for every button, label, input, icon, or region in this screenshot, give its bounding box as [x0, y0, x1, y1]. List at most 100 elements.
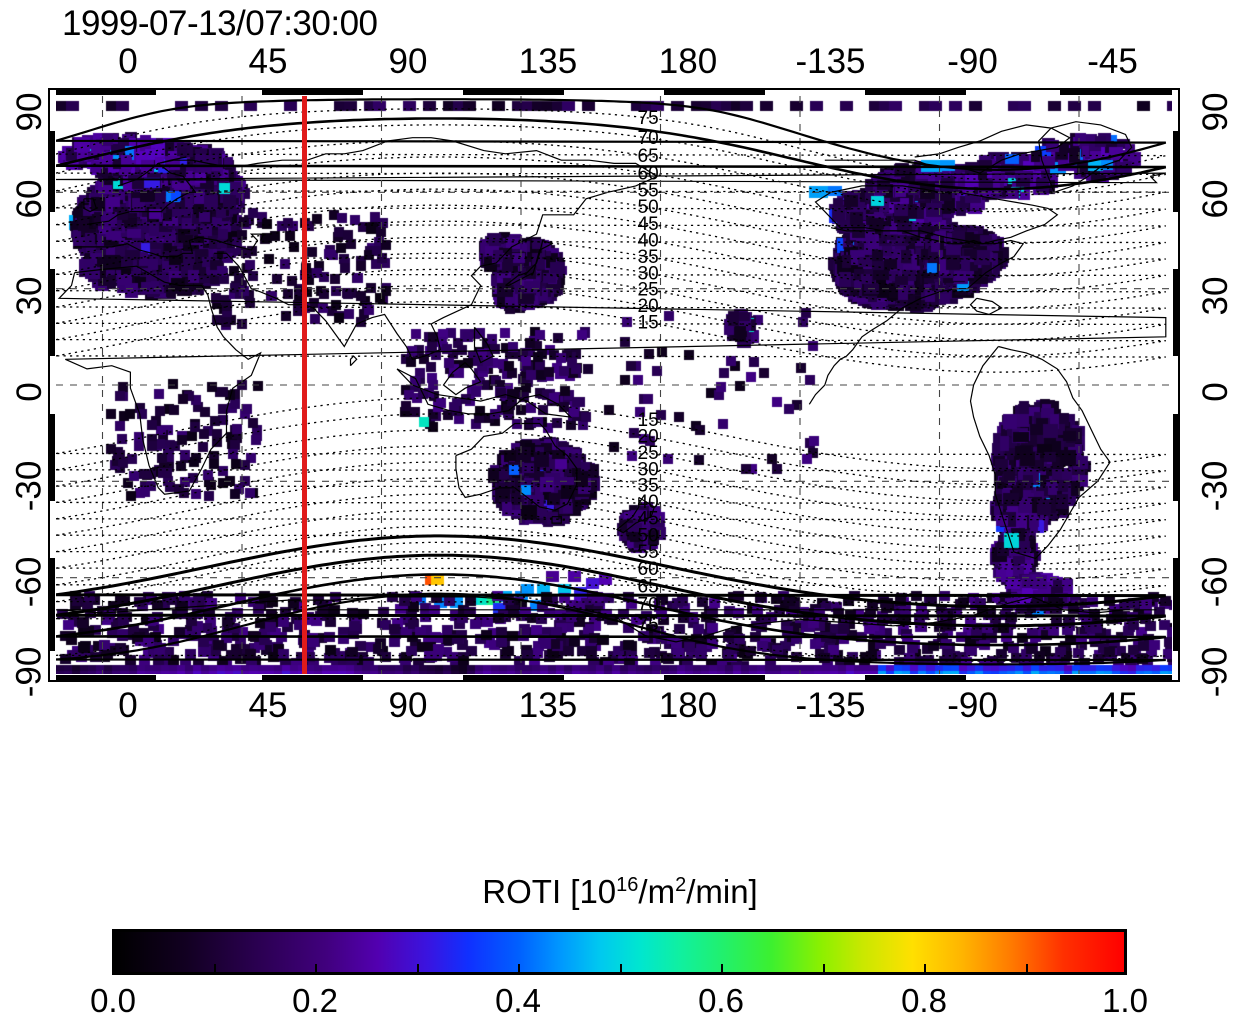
bottom-axis-tick-1: 45	[248, 686, 288, 725]
frame-top-segment	[664, 89, 765, 95]
contour-label-s-15: 15	[638, 410, 659, 431]
contour-label-n-30: 30	[638, 263, 659, 284]
frame-right-segment	[1173, 413, 1179, 501]
bottom-axis-tick-4: 180	[658, 686, 718, 725]
map-plot-area[interactable]: 75 70 65 60 55 50 45 40 35 30 25 20 15 15 20 25 30 35 40 45…	[56, 96, 1172, 674]
contour-label-s-20: 20	[638, 427, 659, 448]
frame-bottom-segment	[865, 675, 966, 681]
contour-label-s-60: 60	[638, 559, 659, 580]
right-axis-tick-60: 60	[1196, 179, 1235, 219]
contour-label-n-45: 45	[638, 214, 659, 235]
colorbar-title-exp1: 16	[616, 874, 639, 896]
frame-top-segment	[1060, 89, 1172, 95]
colorbar-title-end: /min]	[686, 873, 758, 910]
frame-top-segment	[463, 89, 564, 95]
contour-label-s-55: 55	[638, 542, 659, 563]
colorbar-label-5: 1.0	[1102, 982, 1148, 1019]
contour-label-n-65: 65	[638, 146, 659, 167]
colorbar-label-2: 0.4	[495, 982, 541, 1019]
right-axis-tick-m30: -30	[1195, 460, 1235, 512]
colorbar-tick-5	[721, 964, 723, 975]
bottom-axis-tick-7: -45	[1087, 686, 1138, 725]
top-axis-tick-6: -90	[947, 42, 998, 81]
frame-top-segment	[865, 89, 966, 95]
colorbar-tick-1	[315, 964, 317, 975]
contour-label-s-40: 40	[638, 492, 659, 513]
top-axis-tick-0: 0	[118, 42, 138, 81]
frame-right-segment	[1173, 558, 1179, 651]
contour-label-n-75: 75	[638, 108, 659, 129]
map-frame	[48, 88, 1180, 682]
contour-label-s-25: 25	[638, 443, 659, 464]
colorbar-title-mid: /m	[638, 873, 676, 910]
top-axis-tick-4: 180	[658, 42, 718, 81]
roti-global-map[interactable]: 75 70 65 60 55 50 45 40 35 30 25 20 15 15 20 25 30 35 40 45…	[48, 88, 1180, 682]
left-axis-tick-90: 90	[10, 92, 49, 132]
contour-label-n-35: 35	[638, 247, 659, 268]
frame-left-segment	[49, 413, 55, 501]
bottom-axis-tick-0: 0	[118, 686, 138, 725]
colorbar-tick-3	[518, 964, 520, 975]
frame-bottom-segment	[1060, 675, 1172, 681]
right-axis-tick-0: 0	[1196, 382, 1235, 402]
colorbar-tick-4	[620, 964, 622, 975]
contour-label-n-70: 70	[638, 128, 659, 149]
left-axis-tick-0: 0	[10, 382, 49, 402]
contour-label-s-35: 35	[638, 476, 659, 497]
colorbar-title-exp2: 2	[675, 874, 687, 896]
colorbar-tick-8	[1026, 964, 1028, 975]
colorbar-label-4: 0.8	[901, 982, 947, 1019]
bottom-axis-tick-3: 135	[518, 686, 578, 725]
frame-left-segment	[49, 558, 55, 651]
frame-left-segment	[49, 269, 55, 357]
left-axis-tick-m90: -90	[9, 646, 49, 698]
terminator-line	[302, 96, 307, 674]
right-axis-tick-90: 90	[1196, 92, 1235, 132]
frame-left-segment	[49, 130, 55, 212]
map-overlay-vectors: 7570656055504540353025201515202530354045…	[56, 96, 1172, 674]
contour-label-s-75: 75	[638, 615, 659, 636]
contour-label-n-50: 50	[638, 197, 659, 218]
contour-label-n-15: 15	[638, 312, 659, 333]
top-axis-tick-7: -45	[1087, 42, 1138, 81]
frame-right-segment	[1173, 130, 1179, 212]
right-axis-tick-30: 30	[1196, 276, 1235, 316]
colorbar-tick-2	[417, 964, 419, 975]
left-axis-tick-60: 60	[10, 179, 49, 219]
frame-top-segment	[262, 89, 363, 95]
colorbar-label-3: 0.6	[698, 982, 744, 1019]
top-axis-tick-2: 90	[388, 42, 428, 81]
right-axis-tick-m60: -60	[1195, 556, 1235, 608]
colorbar-title: ROTI [1016/m2/min]	[0, 873, 1240, 911]
contour-label-n-60: 60	[638, 163, 659, 184]
contour-label-s-45: 45	[638, 509, 659, 530]
contour-label-s-50: 50	[638, 525, 659, 546]
colorbar-title-main: ROTI [10	[482, 873, 617, 910]
contour-label-n-40: 40	[638, 230, 659, 251]
top-axis-tick-5: -135	[795, 42, 866, 81]
frame-top-segment	[56, 89, 157, 95]
contour-label-s-30: 30	[638, 459, 659, 480]
frame-right-segment	[1173, 269, 1179, 357]
top-axis-tick-1: 45	[248, 42, 288, 81]
frame-bottom-segment	[56, 675, 157, 681]
left-axis-tick-30: 30	[10, 276, 49, 316]
contour-label-s-70: 70	[638, 595, 659, 616]
colorbar[interactable]	[112, 929, 1127, 975]
bottom-axis-tick-6: -90	[947, 686, 998, 725]
colorbar-tick-0	[214, 964, 216, 975]
page-title: 1999-07-13/07:30:00	[62, 4, 378, 43]
frame-bottom-segment	[664, 675, 765, 681]
left-axis-tick-m60: -60	[9, 556, 49, 608]
colorbar-tick-6	[823, 964, 825, 975]
contour-label-n-55: 55	[638, 180, 659, 201]
contour-label-n-20: 20	[638, 296, 659, 317]
bottom-axis-tick-5: -135	[795, 686, 866, 725]
frame-bottom-segment	[262, 675, 363, 681]
colorbar-label-1: 0.2	[292, 982, 338, 1019]
top-axis-tick-3: 135	[518, 42, 578, 81]
right-axis-tick-m90: -90	[1195, 646, 1235, 698]
colorbar-label-0: 0.0	[90, 982, 136, 1019]
contour-label-s-65: 65	[638, 577, 659, 598]
left-axis-tick-m30: -30	[9, 460, 49, 512]
